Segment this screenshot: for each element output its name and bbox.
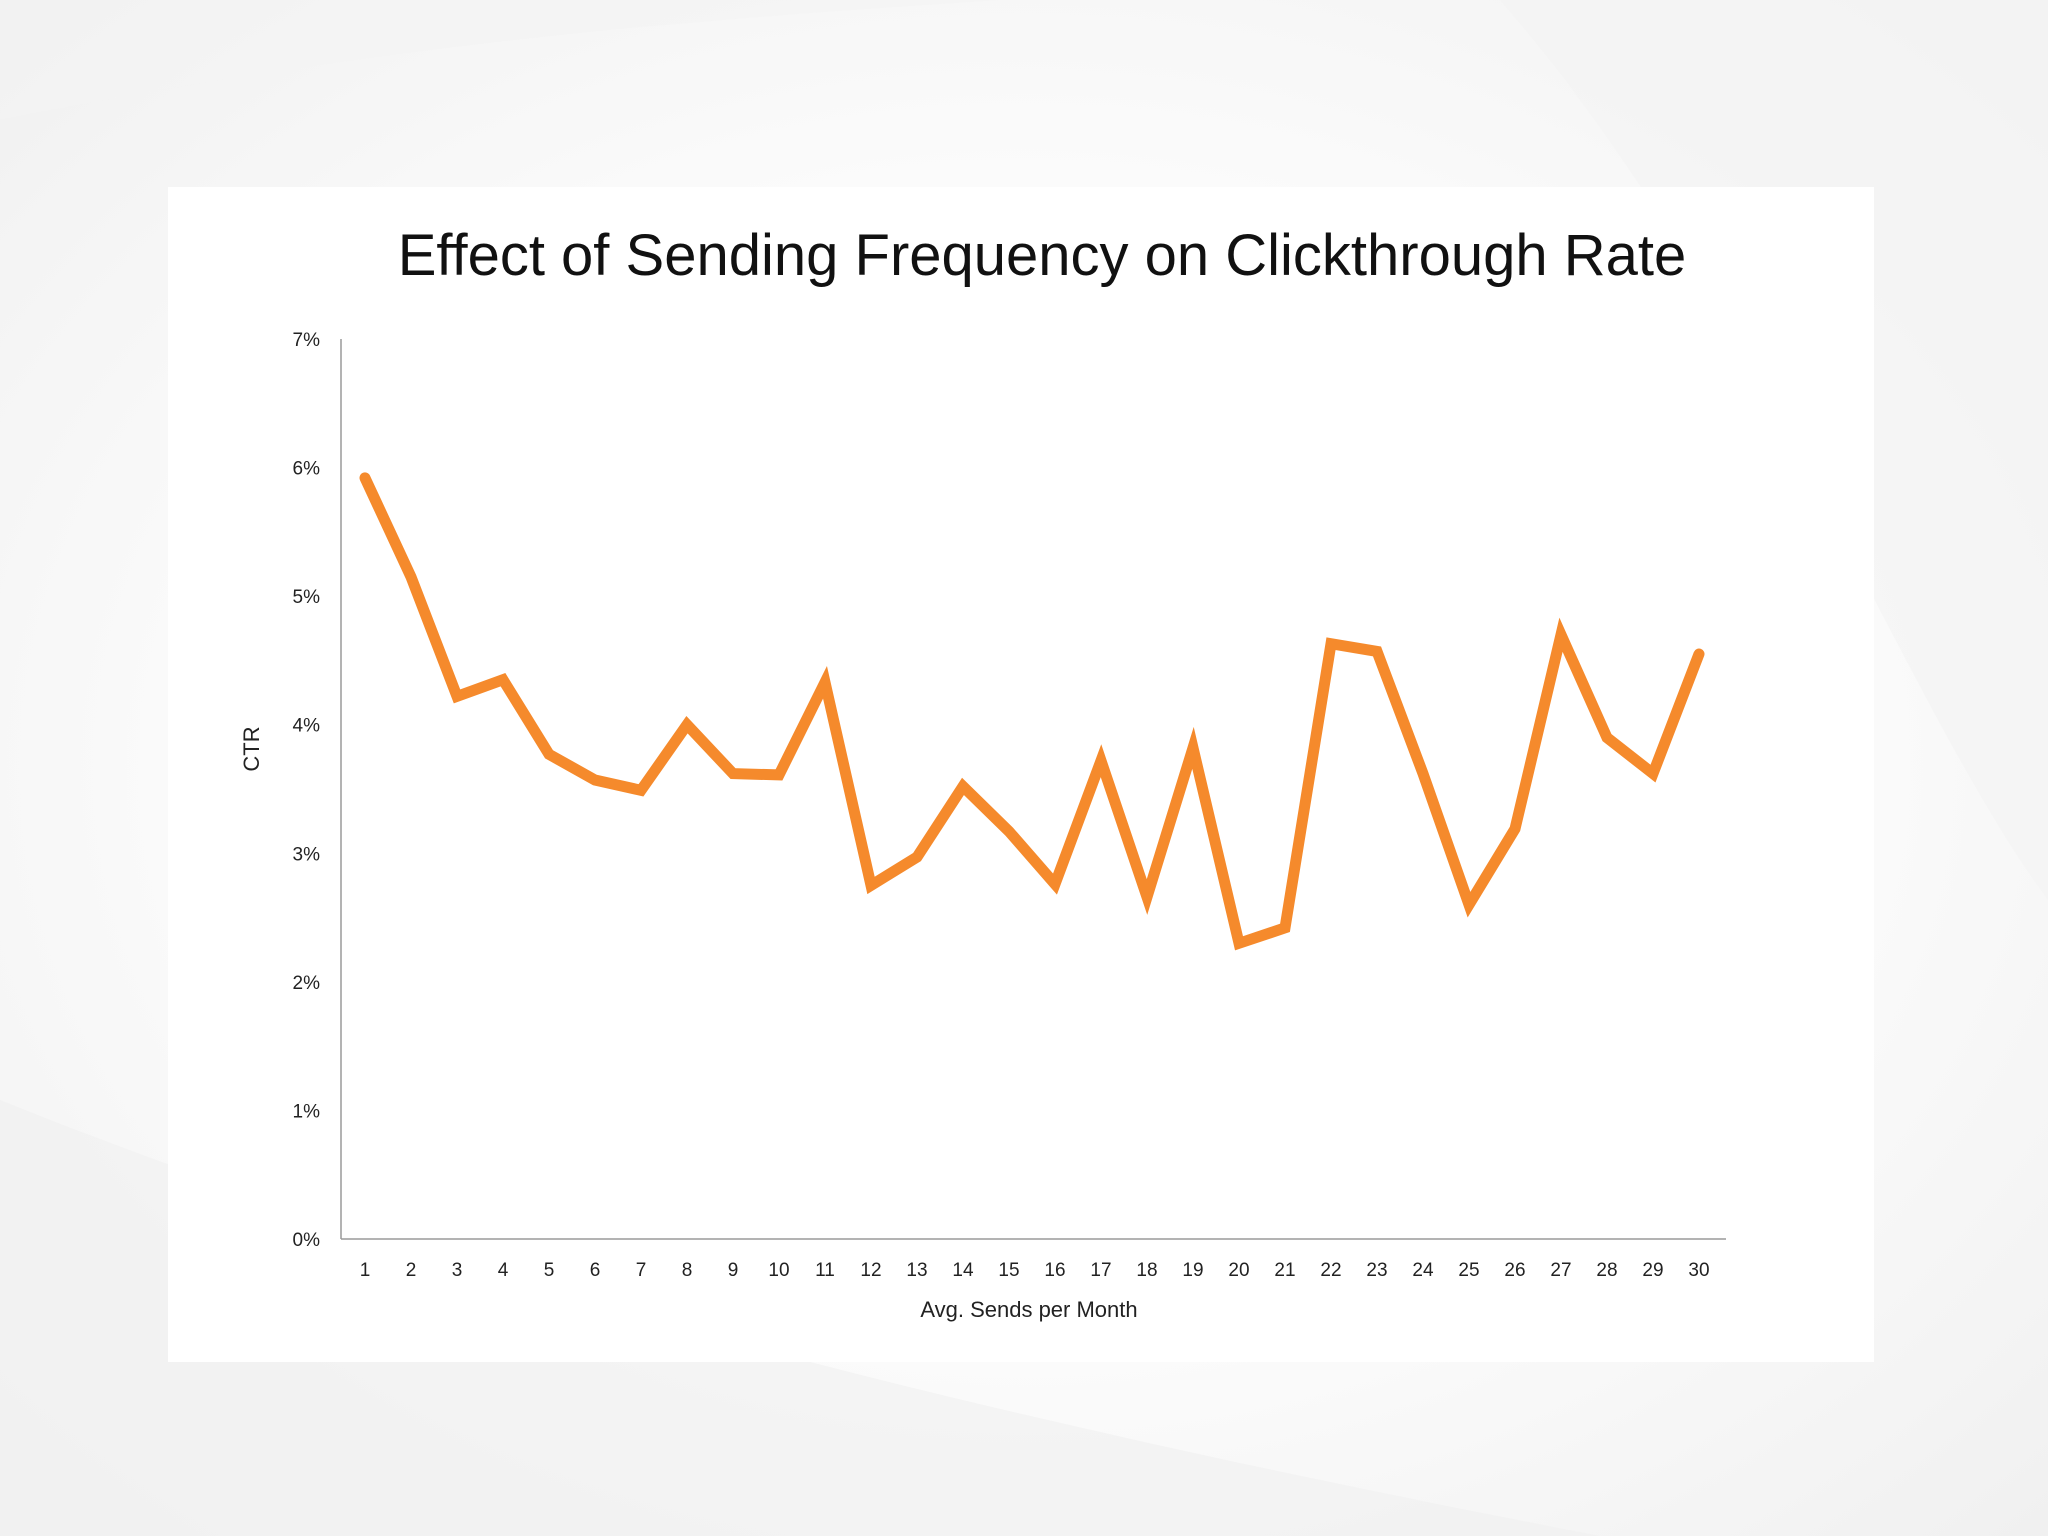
- x-tick-label: 25: [1458, 1260, 1479, 1281]
- x-tick-label: 20: [1228, 1260, 1249, 1281]
- y-tick-label: 6%: [293, 459, 321, 480]
- y-tick-label: 0%: [293, 1230, 321, 1251]
- y-axis-title: CTR: [239, 726, 264, 771]
- x-tick-label: 9: [728, 1260, 739, 1281]
- y-axis-ticks: 0% 1% 2% 3% 4% 5% 6% 7%: [293, 330, 321, 1251]
- x-axis-ticks: 1 2 3 4 5 6 7 8 9 10 11 12 13 14 15 16 17 18 19 20 21 22 23 24 2…: [360, 1260, 1710, 1281]
- x-axis-title: Avg. Sends per Month: [920, 1297, 1137, 1322]
- x-tick-label: 10: [768, 1260, 789, 1281]
- x-tick-label: 15: [998, 1260, 1019, 1281]
- x-tick-label: 16: [1044, 1260, 1065, 1281]
- x-tick-label: 26: [1504, 1260, 1525, 1281]
- x-tick-label: 23: [1366, 1260, 1387, 1281]
- x-tick-label: 29: [1642, 1260, 1663, 1281]
- x-tick-label: 14: [952, 1260, 974, 1281]
- x-tick-label: 27: [1550, 1260, 1571, 1281]
- x-tick-label: 3: [452, 1260, 463, 1281]
- x-tick-label: 19: [1182, 1260, 1203, 1281]
- line-chart: Effect of Sending Frequency on Clickthro…: [239, 223, 1726, 1322]
- x-tick-label: 8: [682, 1260, 693, 1281]
- x-tick-label: 30: [1688, 1260, 1709, 1281]
- y-tick-label: 2%: [293, 973, 321, 994]
- x-tick-label: 5: [544, 1260, 555, 1281]
- y-tick-label: 4%: [293, 716, 321, 737]
- x-tick-label: 1: [360, 1260, 371, 1281]
- chart-card: Effect of Sending Frequency on Clickthro…: [168, 187, 1874, 1362]
- series-line: [359, 472, 1705, 951]
- x-tick-label: 18: [1136, 1260, 1157, 1281]
- x-tick-label: 11: [815, 1260, 835, 1281]
- x-tick-label: 24: [1412, 1260, 1434, 1281]
- x-tick-label: 13: [906, 1260, 927, 1281]
- x-tick-label: 6: [590, 1260, 601, 1281]
- y-tick-label: 5%: [293, 587, 321, 608]
- x-tick-label: 12: [860, 1260, 881, 1281]
- x-tick-label: 21: [1274, 1260, 1295, 1281]
- x-tick-label: 28: [1596, 1260, 1617, 1281]
- chart-title: Effect of Sending Frequency on Clickthro…: [398, 223, 1687, 288]
- x-tick-label: 7: [636, 1260, 647, 1281]
- x-tick-label: 4: [498, 1260, 509, 1281]
- x-tick-label: 2: [406, 1260, 417, 1281]
- y-tick-label: 1%: [293, 1101, 321, 1122]
- y-tick-label: 3%: [293, 844, 321, 865]
- x-tick-label: 22: [1320, 1260, 1341, 1281]
- y-tick-label: 7%: [293, 330, 321, 351]
- x-tick-label: 17: [1090, 1260, 1111, 1281]
